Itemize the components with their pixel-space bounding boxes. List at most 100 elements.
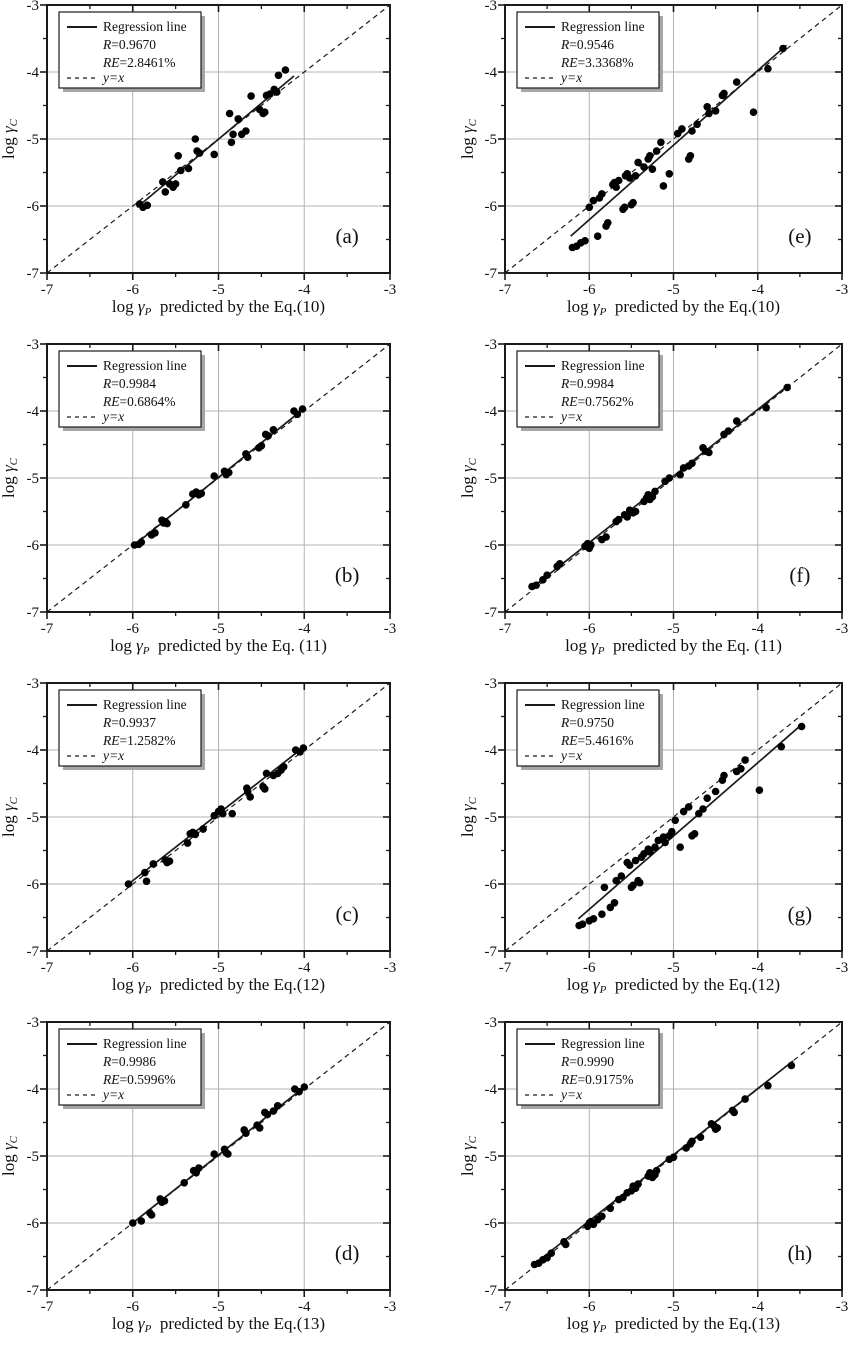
x-tick-label: -5 — [667, 621, 680, 637]
x-tick-label: -6 — [127, 1299, 140, 1315]
data-point — [589, 196, 598, 205]
legend-re-value: RE=2.8461% — [102, 55, 175, 70]
y-tick-label: -4 — [485, 1082, 498, 1098]
data-point — [606, 1204, 615, 1213]
legend-box — [516, 1028, 660, 1106]
x-tick-label: -4 — [298, 282, 311, 298]
data-point — [625, 174, 634, 182]
data-point — [174, 152, 182, 160]
data-point — [228, 809, 236, 818]
data-point — [261, 108, 269, 116]
y-axis-label: log γC — [0, 118, 20, 159]
y-tick-label: -7 — [27, 1283, 40, 1299]
data-point — [261, 785, 269, 793]
data-point — [711, 787, 720, 796]
data-point — [137, 538, 146, 547]
x-tick-label: -3 — [384, 621, 397, 637]
data-point — [631, 507, 640, 516]
data-point — [617, 872, 626, 880]
data-point — [703, 103, 711, 111]
data-point — [589, 915, 598, 923]
y-tick-label: -6 — [485, 538, 498, 554]
y-tick-label: -3 — [27, 339, 40, 353]
data-point — [547, 1249, 556, 1257]
x-tick-label: -7 — [499, 960, 512, 976]
panel-c: -7-7 -6 -6 -5 -5 -4 -4 -3 -3 log γP predicted by … — [0, 678, 396, 996]
data-point — [242, 1129, 250, 1137]
y-tick-label: -6 — [27, 538, 40, 554]
x-tick-label: -5 — [667, 282, 680, 298]
data-point — [741, 1095, 749, 1103]
y-tick-label: -6 — [485, 1216, 498, 1232]
legend-regression-label: Regression line — [561, 697, 645, 712]
data-point — [151, 529, 159, 537]
panel-g: -7-7 -6 -6 -5 -5 -4 -4 -3 -3 log γP predicted by … — [458, 678, 849, 996]
panel-letter: (e) — [788, 224, 811, 248]
data-point — [587, 541, 595, 549]
x-tick-label: -7 — [499, 621, 512, 637]
data-point — [210, 150, 218, 159]
legend-re-value: RE=5.4616% — [560, 733, 633, 748]
y-tick-label: -5 — [27, 810, 40, 826]
legend-box — [58, 350, 202, 428]
y-tick-label: -5 — [27, 1149, 40, 1165]
y-tick-label: -5 — [485, 471, 498, 487]
panel-letter: (c) — [335, 902, 358, 926]
regression-line — [531, 1060, 794, 1267]
y-tick-label: -5 — [485, 1149, 498, 1165]
y-tick-label: -5 — [27, 132, 40, 148]
legend-re-value: RE=0.6864% — [102, 394, 175, 409]
data-point — [629, 881, 637, 890]
y-tick-label: -7 — [27, 266, 40, 282]
data-point — [688, 127, 696, 135]
data-point — [532, 581, 540, 589]
data-point — [269, 1107, 278, 1115]
y-tick-label: -7 — [485, 944, 498, 960]
legend-box — [58, 11, 202, 89]
panel-letter: (a) — [335, 224, 358, 248]
data-point — [263, 1110, 272, 1119]
legend-r-value: R=0.9984 — [560, 376, 614, 391]
data-point — [711, 107, 720, 115]
data-point — [281, 66, 290, 74]
data-point — [225, 468, 233, 477]
data-point — [184, 164, 193, 173]
x-tick-label: -5 — [667, 960, 680, 976]
data-point — [688, 1137, 696, 1146]
y-tick-label: -4 — [27, 743, 40, 759]
legend-r-value: R=0.9937 — [102, 715, 156, 730]
legend-r-value: R=0.9546 — [560, 37, 614, 52]
data-point — [629, 198, 637, 207]
data-point — [657, 138, 665, 147]
data-point — [614, 515, 623, 524]
data-point — [195, 1164, 203, 1172]
data-point — [183, 839, 192, 847]
data-point — [777, 742, 786, 751]
x-axis-label: log γP predicted by the Eq. (11) — [110, 636, 327, 657]
legend-r-value: R=0.9670 — [102, 37, 156, 52]
x-axis-label: log γP predicted by the Eq.(10) — [567, 297, 780, 318]
regression-line — [577, 722, 804, 920]
data-point — [646, 152, 654, 160]
data-point — [242, 127, 250, 135]
x-tick-label: -3 — [836, 1299, 849, 1315]
data-point — [593, 232, 602, 240]
data-point — [543, 571, 551, 579]
data-point — [581, 237, 589, 245]
data-point — [199, 825, 207, 833]
x-tick-label: -4 — [752, 282, 765, 298]
panel-letter: (g) — [788, 902, 813, 926]
legend-r-value: R=0.9750 — [560, 715, 614, 730]
data-point — [210, 1150, 218, 1158]
y-tick-label: -5 — [485, 810, 498, 826]
data-point — [749, 108, 758, 116]
y-axis-label: log γC — [458, 796, 479, 837]
data-point — [648, 165, 657, 173]
x-tick-label: -3 — [836, 960, 849, 976]
y-tick-label: -4 — [485, 65, 498, 81]
y-tick-label: -3 — [485, 0, 498, 14]
data-point — [631, 856, 640, 865]
data-point — [556, 560, 564, 568]
data-point — [561, 1240, 570, 1249]
